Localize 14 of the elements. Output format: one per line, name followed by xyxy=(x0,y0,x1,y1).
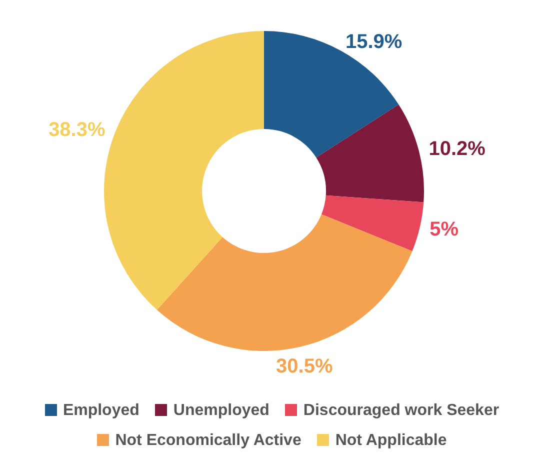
donut-slice xyxy=(321,195,424,252)
donut-slice xyxy=(316,104,424,202)
data-label: 15.9% xyxy=(346,30,402,53)
legend-label: Not Economically Active xyxy=(114,431,302,451)
donut-slice xyxy=(104,31,264,310)
donut-slice xyxy=(156,214,412,351)
data-label: 38.3% xyxy=(48,119,106,142)
data-label: 10.2% xyxy=(428,138,486,160)
legend-label: Employed xyxy=(62,401,140,421)
data-label: 30.5% xyxy=(276,355,333,378)
legend-label: Discouraged work Seeker xyxy=(302,401,500,421)
legend-label: Not Applicable xyxy=(334,431,447,451)
data-label: 5% xyxy=(430,218,459,240)
legend-label: Unemployed xyxy=(172,401,270,421)
